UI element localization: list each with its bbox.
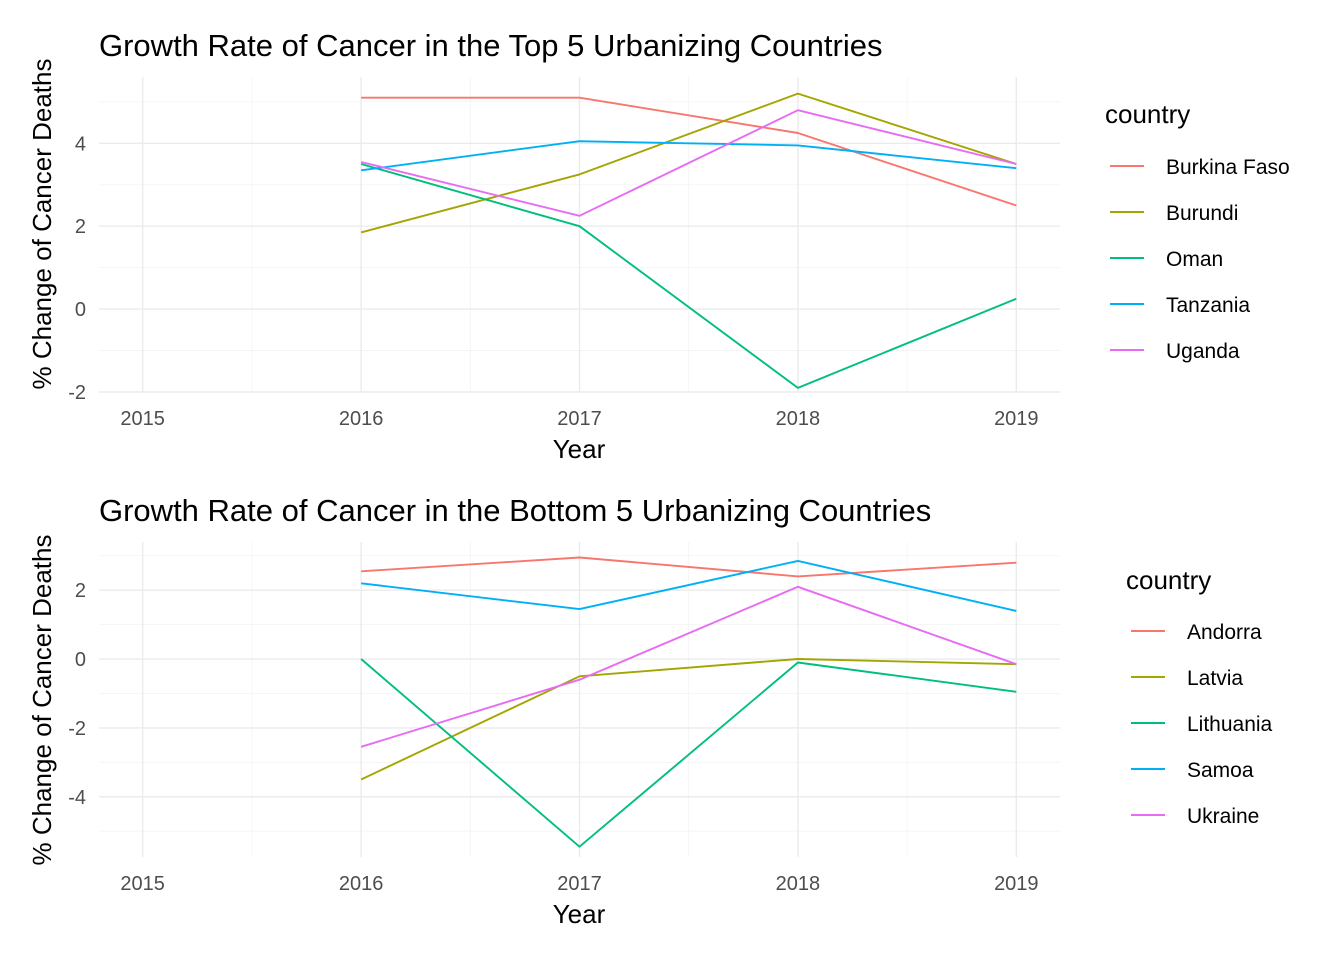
top-chart-legend-label: Burkina Faso	[1166, 156, 1290, 179]
bottom-chart-grid	[99, 542, 1060, 857]
top-chart-legend-label: Burundi	[1166, 202, 1238, 225]
bottom-chart-series-line-andorra	[361, 556, 1017, 578]
bottom-chart-legend-label: Samoa	[1187, 759, 1254, 782]
bottom-chart-x-tick-label: 2018	[776, 873, 821, 895]
top-chart-legend-title: country	[1105, 99, 1190, 129]
bottom-chart-series-line-lithuania	[360, 658, 1017, 848]
bottom-chart-x-tick-label: 2017	[557, 873, 602, 895]
top-chart-x-tick-label: 2019	[994, 408, 1039, 430]
top-chart-legend-label: Uganda	[1166, 340, 1240, 363]
bottom-chart-legend-item-latvia: Latvia	[1131, 667, 1243, 690]
top-chart-series-line-burundi	[360, 92, 1017, 234]
top-chart-legend-label: Oman	[1166, 248, 1223, 271]
bottom-chart-title: Growth Rate of Cancer in the Bottom 5 Ur…	[99, 493, 931, 528]
top-chart-x-axis-title: Year	[553, 434, 606, 464]
top-chart-y-ticks: -2 0 2 4	[68, 133, 86, 404]
bottom-chart-x-tick-label: 2016	[339, 873, 384, 895]
top-chart-series-line-tanzania	[360, 140, 1017, 172]
bottom-chart-legend-title: country	[1126, 565, 1211, 595]
top-chart-series-line-uganda	[360, 109, 1017, 217]
bottom-chart-y-ticks: -4 -2 0 2	[68, 580, 86, 809]
top-chart-y-axis-title: % Change of Cancer Deaths	[27, 59, 57, 390]
bottom-chart-x-ticks: 2015 2016 2017 2018 2019	[120, 873, 1038, 895]
top-chart-series-line-oman	[360, 163, 1017, 389]
top-chart-x-ticks: 2015 2016 2017 2018 2019	[120, 408, 1038, 430]
bottom-chart-y-axis-title: % Change of Cancer Deaths	[27, 535, 57, 866]
top-chart-y-tick-label: 0	[75, 299, 86, 321]
bottom-chart-legend-item-lithuania: Lithuania	[1131, 713, 1273, 736]
top-chart-x-tick-label: 2015	[120, 408, 165, 430]
bottom-chart-legend-label: Ukraine	[1187, 805, 1259, 828]
bottom-chart-x-tick-label: 2015	[120, 873, 165, 895]
bottom-chart-series-line-ukraine	[360, 585, 1017, 748]
top-chart-legend-item-burundi: Burundi	[1110, 202, 1238, 225]
bottom-chart-panel: Growth Rate of Cancer in the Bottom 5 Ur…	[27, 493, 1273, 929]
bottom-chart-legend-item-samoa: Samoa	[1131, 759, 1254, 782]
bottom-chart-y-tick-label: -2	[68, 718, 86, 740]
top-chart-series-line-burkina-faso	[361, 96, 1017, 207]
top-chart-legend-item-burkina-faso: Burkina Faso	[1110, 156, 1290, 179]
bottom-chart-lines	[360, 556, 1017, 848]
top-chart-title: Growth Rate of Cancer in the Top 5 Urban…	[99, 28, 882, 63]
bottom-chart-y-tick-label: 2	[75, 580, 86, 602]
top-chart-x-tick-label: 2018	[776, 408, 821, 430]
top-chart-panel: Growth Rate of Cancer in the Top 5 Urban…	[27, 28, 1290, 464]
top-chart-x-tick-label: 2016	[339, 408, 384, 430]
top-chart-legend: country Burkina Faso Burundi Oman Tanzania U…	[1105, 99, 1290, 363]
bottom-chart-legend-label: Latvia	[1187, 667, 1243, 690]
bottom-chart-legend-label: Andorra	[1187, 621, 1262, 644]
top-chart-y-tick-label: 4	[75, 133, 86, 155]
bottom-chart-legend: country Andorra Latvia Lithuania Samoa Ukrai…	[1126, 565, 1273, 828]
bottom-chart-x-tick-label: 2019	[994, 873, 1039, 895]
bottom-chart-legend-label: Lithuania	[1187, 713, 1273, 736]
top-chart-grid	[99, 77, 1060, 393]
bottom-chart-legend-items: Andorra Latvia Lithuania Samoa Ukraine	[1131, 621, 1273, 828]
top-chart-legend-item-uganda: Uganda	[1110, 340, 1240, 363]
bottom-chart-series-line-latvia	[360, 658, 1017, 781]
top-chart-y-tick-label: 2	[75, 216, 86, 238]
bottom-chart-x-axis-title: Year	[553, 899, 606, 929]
top-chart-x-tick-label: 2017	[557, 408, 602, 430]
top-chart-legend-item-oman: Oman	[1110, 248, 1223, 271]
bottom-chart-legend-item-andorra: Andorra	[1131, 621, 1262, 644]
top-chart-legend-item-tanzania: Tanzania	[1110, 294, 1250, 317]
bottom-chart-legend-item-ukraine: Ukraine	[1131, 805, 1259, 828]
top-chart-legend-label: Tanzania	[1166, 294, 1250, 317]
top-chart-legend-items: Burkina Faso Burundi Oman Tanzania Uganda	[1110, 156, 1290, 363]
top-chart-y-tick-label: -2	[68, 382, 86, 404]
top-chart-lines	[360, 92, 1017, 389]
bottom-chart-y-tick-label: 0	[75, 649, 86, 671]
bottom-chart-y-tick-label: -4	[68, 787, 86, 809]
bottom-chart-series-line-samoa	[360, 559, 1017, 612]
